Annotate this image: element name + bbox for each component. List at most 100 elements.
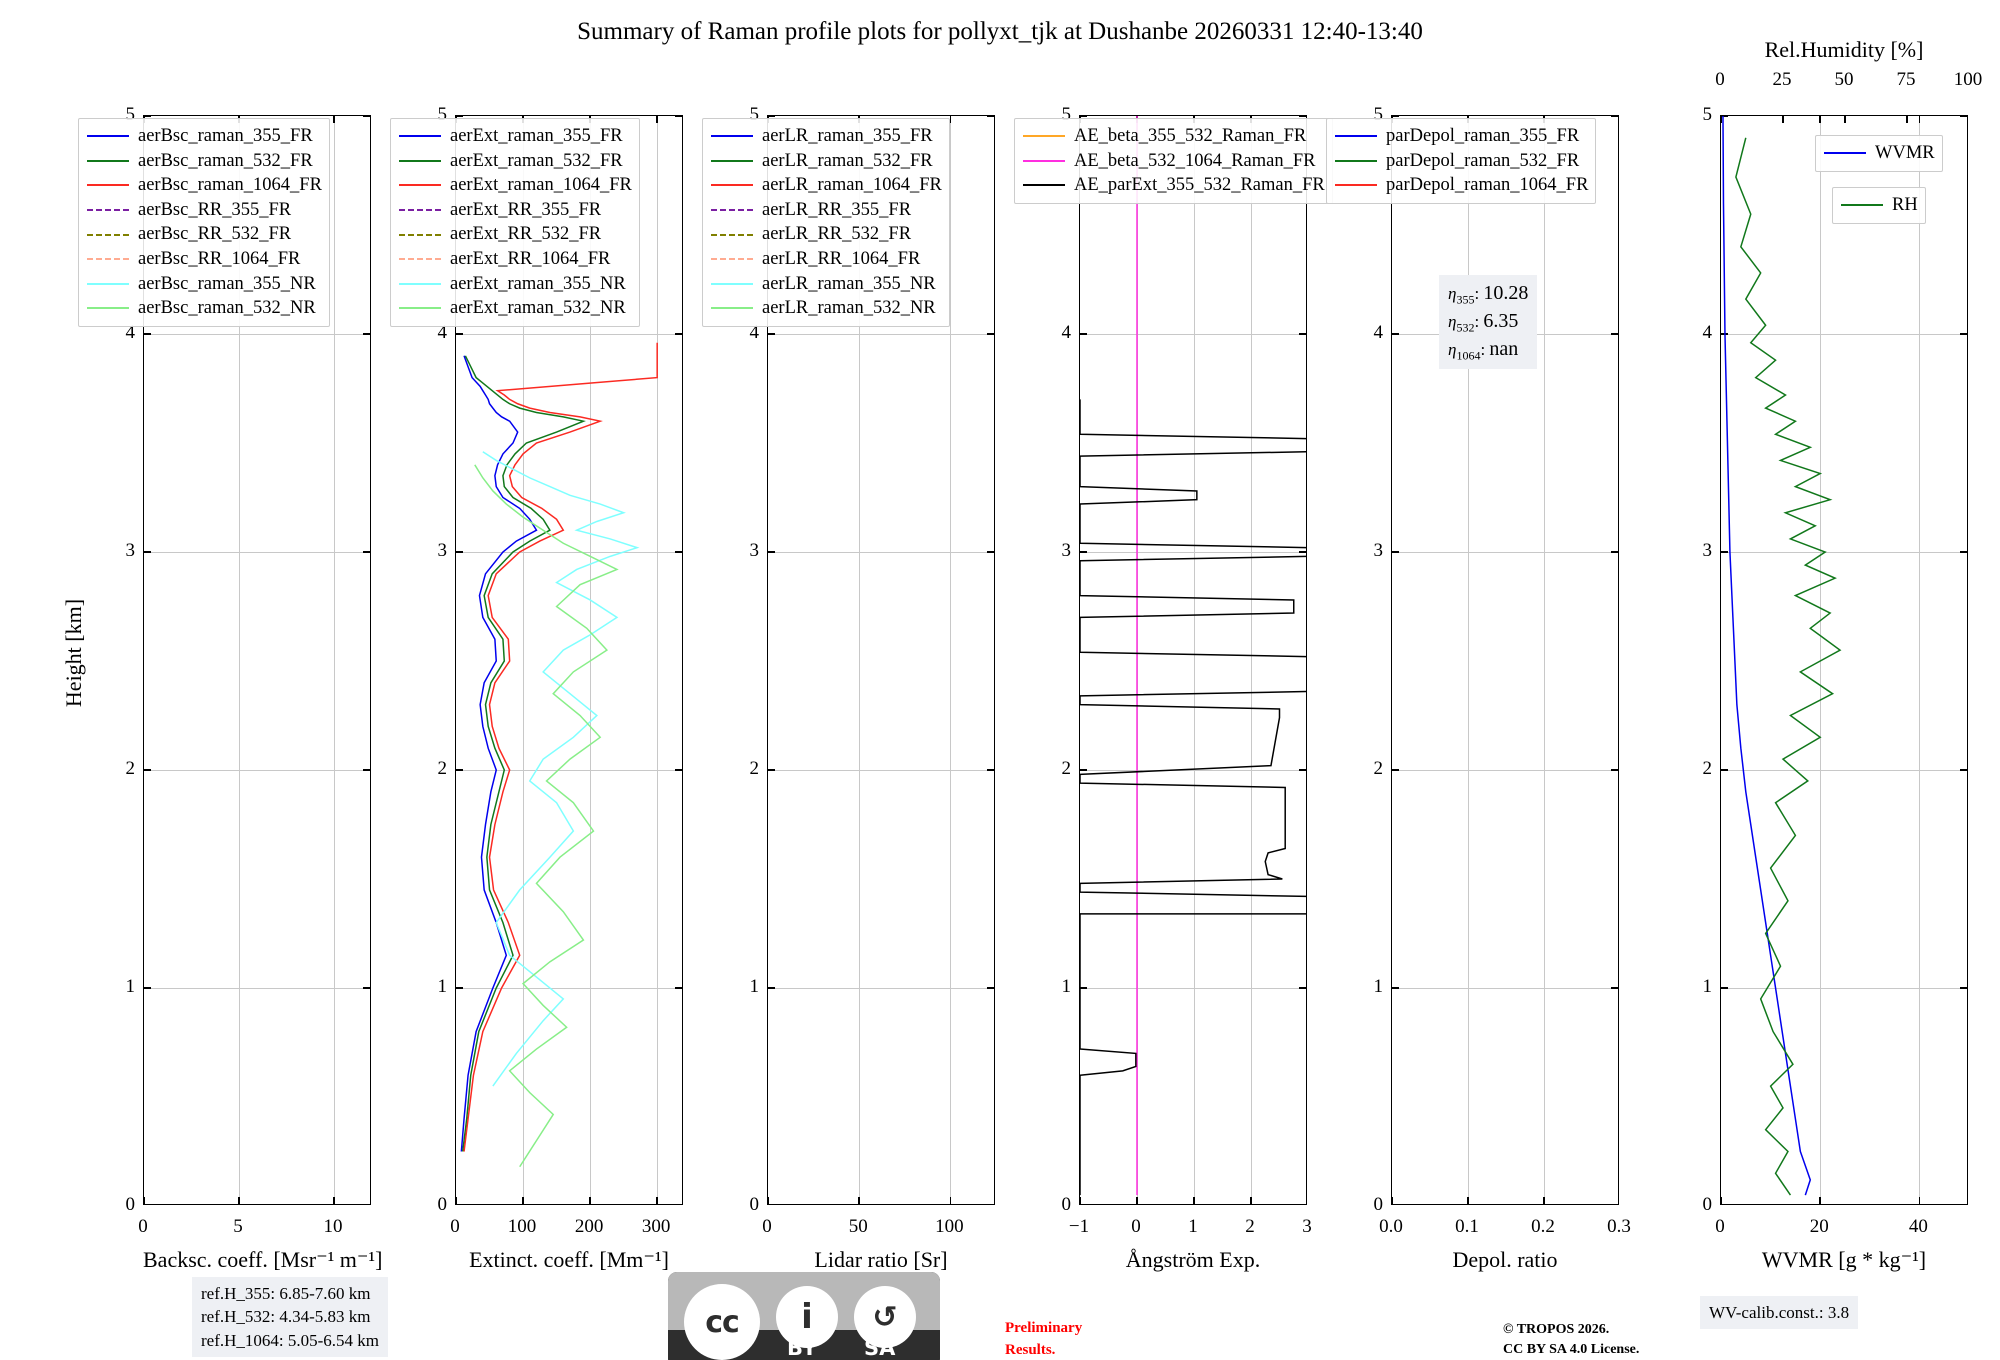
legend-item[interactable]: aerBsc_RR_532_FR [84, 222, 322, 247]
legend-item[interactable]: aerExt_raman_532_FR [396, 149, 632, 174]
legend-item[interactable]: parDepol_raman_1064_FR [1332, 173, 1588, 198]
x-axis-tick-top [656, 116, 658, 123]
legend-item[interactable]: AE_beta_355_532_Raman_FR [1020, 124, 1325, 149]
legend-extinction: aerExt_raman_355_FR aerExt_raman_532_FR ae… [390, 118, 640, 327]
eta-subscript: 1064 [1456, 348, 1481, 363]
x-tick-label: 0.2 [1531, 1216, 1555, 1237]
y-axis-tick [1080, 987, 1087, 989]
legend-item[interactable]: aerExt_RR_1064_FR [396, 247, 632, 272]
legend-item[interactable]: aerLR_raman_355_FR [708, 124, 942, 149]
eta-value: nan [1489, 337, 1519, 360]
y-tick-label: 3 [749, 540, 760, 561]
x-tick-label: 2 [1245, 1216, 1255, 1237]
y-axis-tick-right [675, 116, 682, 117]
legend-item-label: aerExt_raman_532_NR [450, 298, 626, 319]
y-axis-tick-right [1299, 551, 1306, 553]
gridline-vertical [523, 116, 525, 1204]
y-tick-label: 2 [125, 758, 136, 779]
legend-item[interactable]: AE_parExt_355_532_Raman_FR [1020, 173, 1325, 198]
legend-item[interactable]: aerLR_raman_355_NR [708, 272, 942, 297]
x-axis-tick [1918, 1197, 1921, 1204]
y-tick-label: 2 [749, 758, 760, 779]
legend-item[interactable]: aerBsc_raman_532_NR [84, 296, 322, 321]
legend-item[interactable]: WVMR [1821, 141, 1935, 166]
legend-item[interactable]: aerLR_RR_532_FR [708, 222, 942, 247]
legend-item[interactable]: aerBsc_RR_355_FR [84, 198, 322, 223]
copyright-line-1: © TROPOS 2026. [1503, 1322, 1610, 1337]
x-tick-label: 300 [641, 1216, 671, 1237]
legend-item[interactable]: aerBsc_RR_1064_FR [84, 247, 322, 272]
x-axis-label-depol-ratio: Depol. ratio [1452, 1247, 1558, 1272]
x-axis-tick [1193, 1197, 1195, 1204]
series-line-RH [1735, 137, 1842, 1196]
legend-item[interactable]: aerLR_raman_532_NR [708, 296, 942, 321]
x-axis-tick [949, 1197, 952, 1204]
legend-item-label: aerExt_RR_532_FR [450, 224, 602, 245]
y-tick-label: 2 [1061, 758, 1072, 779]
copyright-line-2: CC BY SA 4.0 License. [1503, 1342, 1640, 1358]
x-axis-label-backscatter: Backsc. coeff. [Msr⁻¹ m⁻¹] [143, 1247, 383, 1272]
x-axis-label-lidar-ratio: Lidar ratio [Sr] [814, 1247, 948, 1272]
refh-line-532: ref.H_532: 4.34-5.83 km [201, 1307, 371, 1327]
gridline-horizontal [456, 988, 682, 989]
y-tick-label: 3 [1061, 540, 1072, 561]
legend-line-swatch-icon [1335, 184, 1377, 187]
x-axis-label-angstrom: Ångström Exp. [1125, 1247, 1261, 1272]
y-axis-tick-right [1299, 769, 1306, 771]
gridline-horizontal [1080, 770, 1306, 771]
x-axis-label-extinction: Extinct. coeff. [Mm⁻¹] [469, 1247, 669, 1272]
legend-item[interactable]: aerLR_RR_1064_FR [708, 247, 942, 272]
y-axis-tick-right [1611, 116, 1618, 117]
legend-item[interactable]: aerBsc_raman_1064_FR [84, 173, 322, 198]
legend-item[interactable]: aerLR_raman_1064_FR [708, 173, 942, 198]
legend-item[interactable]: AE_beta_532_1064_Raman_FR [1020, 149, 1325, 174]
gridline-horizontal [1392, 770, 1618, 771]
legend-item[interactable]: aerBsc_raman_532_FR [84, 149, 322, 174]
legend-item[interactable]: aerExt_raman_355_FR [396, 124, 632, 149]
top-tick-label: 75 [1896, 69, 1916, 90]
legend-item[interactable]: aerExt_raman_1064_FR [396, 173, 632, 198]
legend-lidar-ratio: aerLR_raman_355_FR aerLR_raman_532_FR aerL… [702, 118, 950, 327]
legend-line-swatch-icon [399, 307, 441, 310]
legend-item[interactable]: aerLR_RR_355_FR [708, 198, 942, 223]
legend-item-label: aerLR_raman_355_NR [762, 273, 936, 294]
y-axis-tick-right [1299, 333, 1306, 335]
legend-item[interactable]: aerExt_RR_532_FR [396, 222, 632, 247]
legend-item[interactable]: aerExt_RR_355_FR [396, 198, 632, 223]
legend-line-swatch-icon [1023, 135, 1065, 138]
data-series-group [1722, 116, 1842, 1196]
top-axis-tick [1782, 116, 1784, 123]
legend-item[interactable]: parDepol_raman_355_FR [1332, 124, 1588, 149]
y-axis-tick-right [363, 987, 370, 989]
y-axis-tick-right [1299, 116, 1306, 117]
y-axis-tick-right [987, 333, 994, 335]
y-axis-tick-right [987, 987, 994, 989]
top-tick-label: 100 [1953, 69, 1983, 90]
legend-item-label: AE_beta_355_532_Raman_FR [1074, 126, 1307, 147]
y-axis-tick-right [1960, 769, 1967, 771]
legend-line-swatch-icon [399, 282, 441, 285]
y-axis-tick-right [1299, 987, 1306, 989]
legend-item-label: aerLR_raman_532_FR [762, 150, 933, 171]
y-axis-tick-right [1611, 333, 1618, 335]
legend-item[interactable]: aerBsc_raman_355_FR [84, 124, 322, 149]
eta-annotation: η355: 10.28 η532: 6.35 η1064: nan [1439, 275, 1538, 369]
legend-item[interactable]: aerExt_raman_355_NR [396, 272, 632, 297]
legend-item[interactable]: aerLR_raman_532_FR [708, 149, 942, 174]
eta-row-355: η355: 10.28 [1448, 282, 1529, 307]
top-axis-tick [1906, 116, 1908, 123]
legend-item[interactable]: parDepol_raman_532_FR [1332, 149, 1588, 174]
gridline-vertical [1544, 116, 1545, 1204]
legend-backscatter: aerBsc_raman_355_FR aerBsc_raman_532_FR ae… [78, 118, 330, 327]
x-axis-tick [1136, 1197, 1138, 1204]
y-axis-tick [768, 769, 775, 771]
y-tick-label: 1 [1061, 976, 1072, 997]
legend-item[interactable]: aerExt_raman_532_NR [396, 296, 632, 321]
legend-wvmr-rh-1: RH [1832, 187, 1926, 224]
legend-line-swatch-icon [1335, 159, 1377, 162]
legend-item[interactable]: RH [1838, 193, 1918, 218]
legend-item[interactable]: aerBsc_raman_355_NR [84, 272, 322, 297]
data-series-group [1080, 116, 1306, 1196]
cc-by-person-icon: i [776, 1286, 838, 1348]
gridline-vertical [1251, 116, 1252, 1204]
